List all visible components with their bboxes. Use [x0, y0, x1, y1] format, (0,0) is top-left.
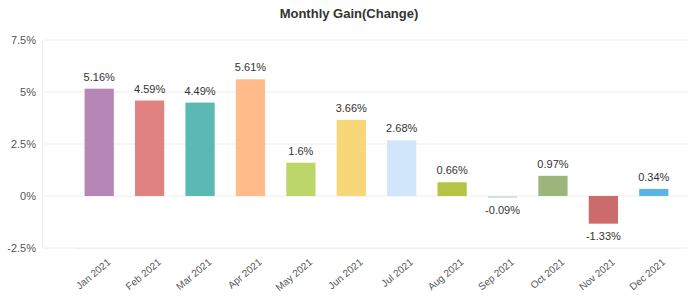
bar — [589, 196, 618, 224]
title: Monthly Gain(Change) — [280, 6, 419, 21]
data-label: 0.66% — [437, 164, 468, 176]
x-tick-label: Aug 2021 — [426, 256, 466, 292]
bar — [639, 189, 668, 196]
data-label: 5.16% — [84, 71, 115, 83]
x-tick: Jul 2021 — [379, 248, 415, 289]
x-tick-label: Dec 2021 — [627, 256, 667, 292]
x-tick-label: Jun 2021 — [326, 256, 365, 291]
x-tick: Aug 2021 — [426, 248, 466, 292]
x-tick: Oct 2021 — [528, 248, 566, 291]
bar — [85, 89, 114, 196]
y-tick-label: 0% — [20, 190, 36, 202]
data-label: 4.59% — [134, 83, 165, 95]
y-tick: -2.5% — [7, 242, 42, 254]
bar — [438, 182, 467, 196]
bar — [488, 196, 517, 198]
x-tick: Mar 2021 — [174, 248, 214, 292]
y-tick-label: 7.5% — [11, 34, 36, 46]
data-label: 5.61% — [235, 61, 266, 73]
y-axis: -2.5% 0% 2.5% 5% 7.5% — [7, 34, 42, 254]
data-label: 1.6% — [288, 145, 313, 157]
y-tick-label: 2.5% — [11, 138, 36, 150]
bar — [337, 120, 366, 196]
x-tick-label: Feb 2021 — [124, 256, 164, 292]
x-tick-label: Jul 2021 — [379, 256, 415, 289]
data-label: 3.66% — [336, 102, 367, 114]
bar — [236, 79, 265, 196]
x-tick: Jun 2021 — [326, 248, 365, 291]
x-tick: Nov 2021 — [577, 248, 617, 292]
bar — [185, 103, 214, 196]
y-tick: 7.5% — [11, 34, 42, 46]
x-tick: Sep 2021 — [476, 248, 516, 292]
x-tick: Apr 2021 — [226, 248, 264, 291]
y-tick-label: -2.5% — [7, 242, 36, 254]
chart: Monthly Gain(Change) -2.5% 0% 2.5% 5% 7.5% Jan… — [0, 0, 698, 307]
x-tick: Dec 2021 — [627, 248, 667, 292]
x-tick-label: May 2021 — [274, 256, 315, 293]
y-axis-line — [42, 41, 43, 249]
x-tick-label: Sep 2021 — [476, 256, 516, 292]
bar — [387, 140, 416, 196]
x-tick: May 2021 — [274, 248, 315, 293]
x-tick: Jan 2021 — [74, 248, 113, 291]
x-axis-line — [75, 248, 680, 249]
data-label: 4.49% — [184, 85, 215, 97]
grid — [45, 40, 688, 248]
x-tick: Feb 2021 — [124, 248, 164, 292]
x-tick-label: Mar 2021 — [174, 256, 214, 292]
x-tick-label: Apr 2021 — [226, 256, 264, 291]
grid-line — [45, 40, 688, 41]
bar — [286, 163, 315, 196]
data-label: 0.34% — [638, 171, 669, 183]
x-tick-label: Oct 2021 — [528, 256, 566, 291]
data-label: 2.68% — [386, 122, 417, 134]
data-label: -1.33% — [586, 230, 621, 242]
y-tick: 5% — [20, 86, 42, 98]
grid-line — [45, 248, 688, 249]
data-labels: 5.16% 4.59% 4.49% 5.61% 1.6% 3.66% 2.68% 0.66% -… — [84, 61, 670, 241]
data-label: 0.97% — [537, 158, 568, 170]
bar — [538, 176, 567, 196]
data-label: -0.09% — [485, 204, 520, 216]
x-axis: Jan 2021 Feb 2021 Mar 2021 Apr 2021 May 2021… — [74, 248, 679, 293]
y-tick-label: 5% — [20, 86, 36, 98]
y-tick: 0% — [20, 190, 42, 202]
y-tick: 2.5% — [11, 138, 42, 150]
bars — [85, 79, 669, 223]
x-tick-label: Nov 2021 — [577, 256, 617, 292]
bar — [135, 101, 164, 196]
x-tick-label: Jan 2021 — [74, 256, 113, 291]
